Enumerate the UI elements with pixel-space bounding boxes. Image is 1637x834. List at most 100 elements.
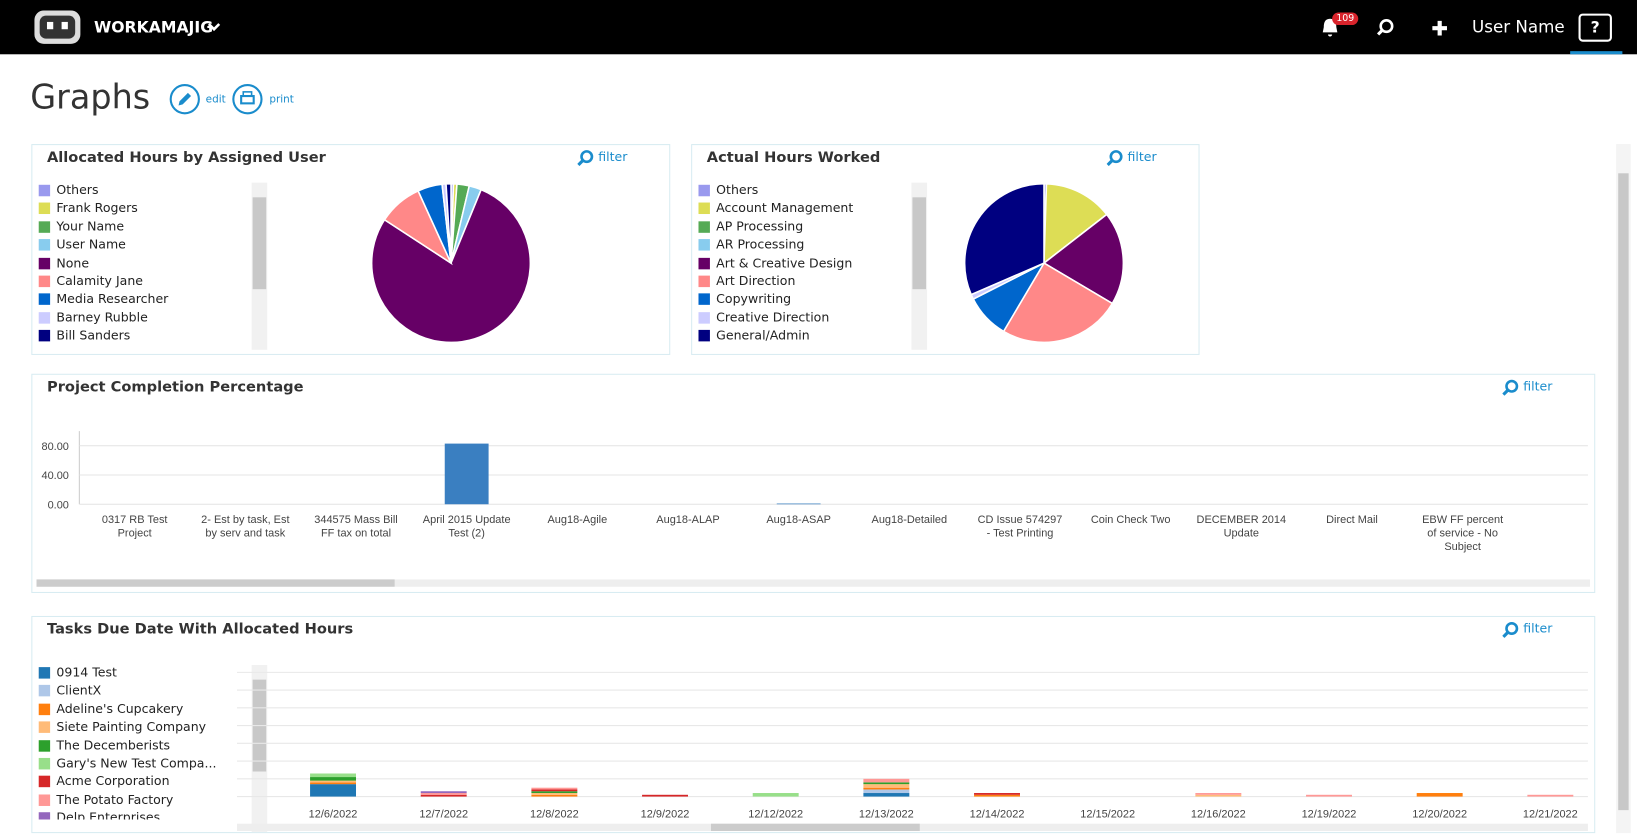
bar-segment [1416,793,1463,797]
bar-segment [974,793,1020,795]
legend-label: Copywriting [716,291,792,307]
legend-swatch [38,184,51,197]
filter-icon[interactable] [1502,621,1519,638]
legend-swatch [38,221,51,233]
pie-chart [963,182,1125,344]
scroll-thumb[interactable] [252,197,267,290]
legend-swatch [38,257,51,269]
graph-panel: Project Completion Percentage filter 0.00 4… [31,373,1596,593]
bar-segment [1195,793,1242,795]
active-indicator [1570,51,1623,55]
x-tick-label: Aug18-ASAP [766,513,831,527]
bar-segment [420,791,467,794]
horizontal-scrollbar[interactable] [236,823,1588,832]
filter-icon[interactable] [1502,379,1519,396]
filter-link[interactable]: filter [598,149,628,164]
legend-item: Gary's New Test Compa... [38,755,248,774]
bar-segment [752,793,799,797]
panel-title: Project Completion Percentage [46,378,304,396]
filter-link[interactable]: filter [1127,149,1157,164]
y-tick-label: 80.00 [41,441,68,453]
page-scrollbar[interactable] [1616,144,1631,834]
bar-segment [531,794,578,797]
pie-slice [1042,213,1125,305]
legend-item: Media Researcher [38,292,248,310]
legend-label: Delp Enterprises [56,810,161,820]
legend-item: Your Name [38,219,248,237]
legend-label: AR Processing [716,237,805,252]
legend-item: The Decemberists [38,738,248,756]
legend-swatch [38,685,51,697]
legend-label: AP Processing [716,219,804,234]
legend-label: ClientX [56,683,102,698]
filter-icon-handle [1502,631,1509,638]
legend-item: Creative Direction [698,310,907,328]
legend-label: Art Direction [716,273,796,289]
filter-link[interactable]: filter [1523,378,1553,394]
bar-segment [310,780,357,783]
legend-label: Gary's New Test Compa... [56,755,217,771]
x-tick-label: 12/16/2022 [1191,808,1246,820]
legend-label: None [56,255,90,270]
filter-icon[interactable] [1106,149,1124,166]
legend-swatch [38,330,51,342]
legend-swatch [38,739,51,752]
search-icon[interactable] [1376,18,1395,37]
x-tick-label: 12/6/2022 [309,808,358,820]
x-tick-label: EBW FF percent of service - No Subject [1422,513,1504,554]
pie-slice [963,182,1045,296]
edit-icon[interactable] [169,84,200,115]
bar-segment [420,794,467,797]
legend-swatch [38,202,51,215]
filter-icon-ring [1109,150,1123,164]
brand[interactable]: WORKAMAJIG [93,17,214,37]
legend-label: Bill Sanders [56,327,131,343]
filter-icon-ring [580,150,594,164]
scroll-thumb[interactable] [1618,173,1629,811]
horizontal-scrollbar[interactable] [36,579,1591,587]
print-icon[interactable] [232,84,263,115]
print-link[interactable]: print [269,93,294,106]
x-tick-label: 12/19/2022 [1302,808,1357,820]
user-name[interactable]: User Name [1472,16,1565,37]
filter-icon-ring [1505,621,1519,636]
filter-icon[interactable] [577,149,594,166]
legend-item: General/Admin [698,328,907,346]
legend-swatch [38,275,51,288]
logo[interactable] [33,9,81,44]
legend-scrollbar[interactable] [911,182,928,350]
x-tick-label: Direct Mail [1326,513,1378,527]
legend-label: Frank Rogers [56,200,138,216]
legend-item: User Name [38,237,248,255]
legend-swatch [698,239,710,251]
legend-item: Others [698,183,907,201]
help-button[interactable]: ? [1578,13,1612,42]
legend-swatch [38,721,51,734]
bar-segment [642,794,688,797]
x-tick-label: Aug18-Detailed [871,513,948,527]
brand-caret[interactable] [207,21,222,34]
add-icon[interactable] [1430,19,1449,38]
legend-scrollbar[interactable] [251,182,268,350]
legend-item: Siete Painting Company [38,719,248,737]
legend-swatch [38,757,51,770]
legend-label: 0914 Test [56,665,117,680]
y-tick-label: 0.00 [48,499,69,511]
bar-segment [863,778,910,783]
x-tick-label: 12/12/2022 [748,808,803,820]
bar-segment [310,773,357,778]
panel-title: Actual Hours Worked [706,149,881,166]
legend-swatch [698,221,710,233]
pie-slice [1043,182,1108,265]
legend-item: Copywriting [698,292,907,310]
edit-link[interactable]: edit [205,93,226,106]
legend-swatch [38,794,51,806]
notification-badge[interactable]: 109 [1332,12,1359,26]
scroll-thumb[interactable] [912,197,927,290]
page-title: Graphs [30,77,151,117]
legend-item: Barney Rubble [38,310,248,328]
x-tick-label: CD Issue 574297 - Test Printing [977,513,1063,540]
filter-link[interactable]: filter [1523,621,1553,636]
legend-item: 0914 Test [38,665,248,683]
graph-panel: Actual Hours Worked filter Others Account M… [691,144,1200,355]
